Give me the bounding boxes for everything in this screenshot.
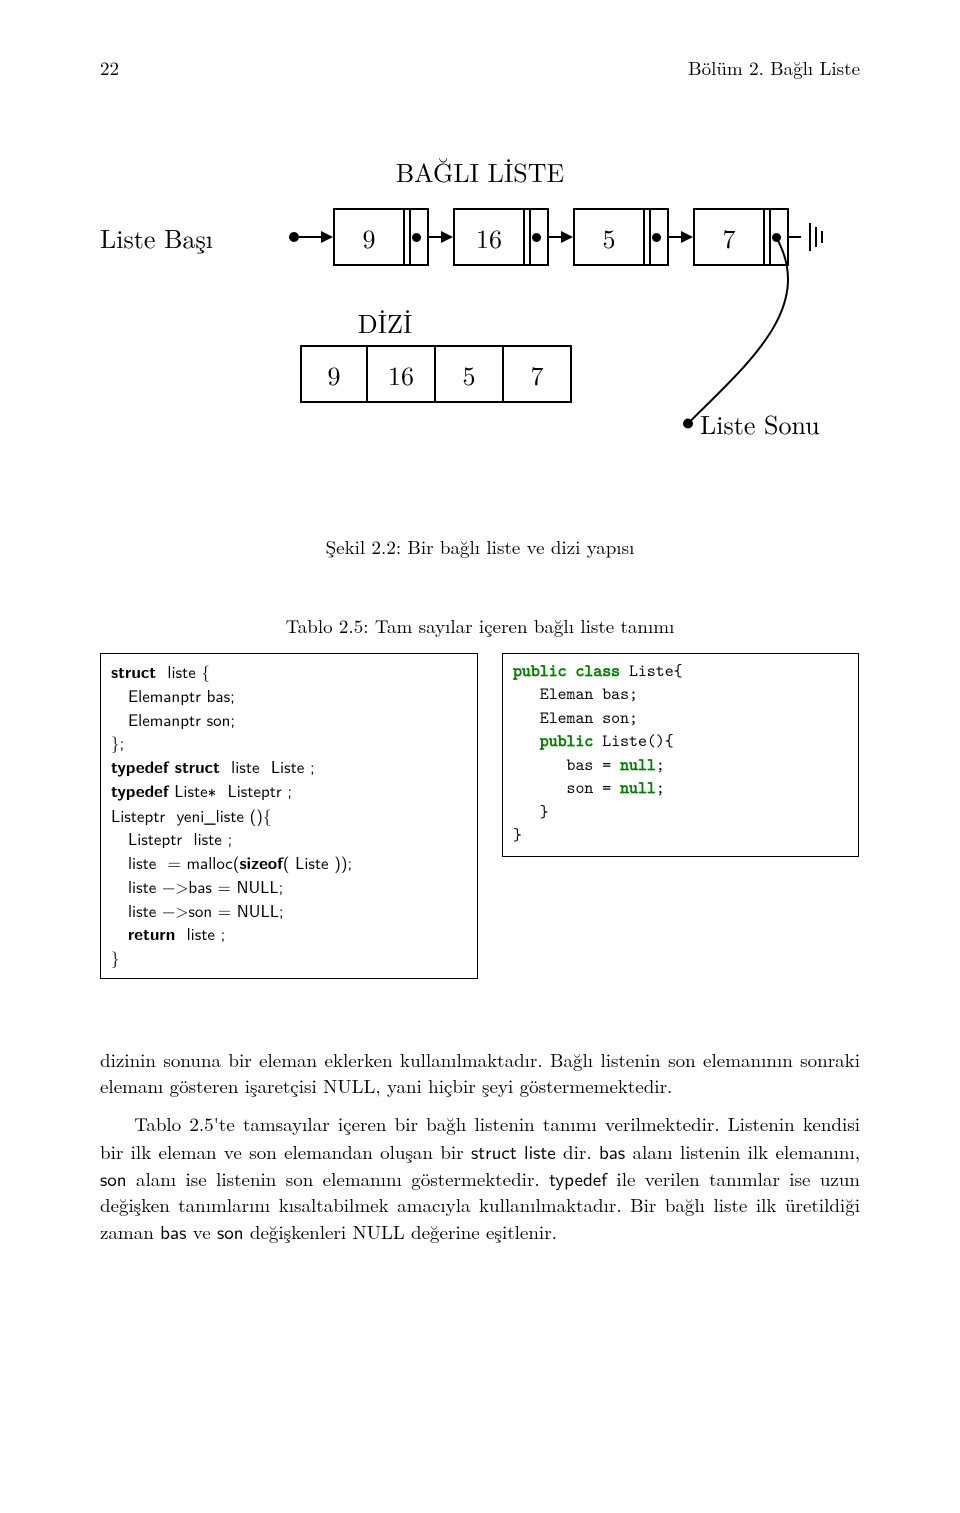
page: 22 Bölüm 2. Bağlı Liste BAĞLI LİSTE List… [0, 0, 960, 1311]
text-run: alanı listenin ilk elemanını, [625, 1138, 860, 1165]
text-run: ve [186, 1218, 217, 1245]
c-code-box: struct liste { Elemanptr bas; Elemanptr … [100, 653, 478, 979]
linked-list-row: Liste Başı 9 16 5 7 [100, 208, 860, 266]
list-node: 7 [693, 208, 789, 266]
list-node: 5 [573, 208, 669, 266]
inline-code: bas [599, 1137, 625, 1165]
list-node: 16 [453, 208, 549, 266]
arrow-icon [789, 236, 801, 238]
inline-code: bas [160, 1217, 186, 1245]
node-pointer [523, 210, 547, 264]
chapter-title: Bölüm 2. Bağlı Liste [688, 54, 860, 81]
paragraph: dizinin sonuna bir eleman eklerken kulla… [100, 1047, 860, 1099]
list-tail-label: Liste Sonu [700, 405, 820, 442]
null-ground-icon [807, 223, 823, 251]
table-caption: Tablo 2.5: Tam sayılar içeren bağlı list… [100, 612, 860, 639]
array-row: 9 16 5 7 [300, 345, 860, 403]
text-run: değişkenleri NULL değerine eşitlenir. [244, 1218, 557, 1245]
linked-list-title: BAĞLI LİSTE [100, 153, 860, 190]
array-cell: 16 [368, 345, 436, 403]
arrow-icon [299, 231, 333, 243]
arrow-icon [669, 231, 693, 243]
node-value: 5 [575, 210, 643, 264]
code-comparison: struct liste { Elemanptr bas; Elemanptr … [100, 653, 860, 979]
array-cell: 5 [436, 345, 504, 403]
tail-label-row: Liste Sonu [100, 405, 860, 445]
arrow-icon [429, 231, 453, 243]
list-head-label: Liste Başı [100, 219, 285, 256]
text-run: dir. [556, 1138, 599, 1165]
node-pointer [403, 210, 427, 264]
linked-list-figure: BAĞLI LİSTE Liste Başı 9 16 5 7 [100, 153, 860, 445]
page-number: 22 [100, 54, 119, 81]
node-value: 7 [695, 210, 763, 264]
node-pointer [763, 210, 787, 264]
inline-code: typedef [549, 1164, 607, 1192]
inline-code: son [100, 1164, 127, 1192]
inline-code: struct liste [471, 1137, 556, 1165]
text-run: dizinin sonuna bir eleman eklerken kulla… [100, 1046, 860, 1099]
array-cell: 7 [504, 345, 572, 403]
paragraph: Tablo 2.5'te tamsayılar içeren bir bağlı… [100, 1111, 860, 1245]
inline-code: son [217, 1217, 244, 1245]
body-text: dizinin sonuna bir eleman eklerken kulla… [100, 1047, 860, 1246]
head-pointer-dot [289, 232, 299, 242]
array-title: DİZİ [5, 304, 765, 341]
array-figure: DİZİ 9 16 5 7 [100, 304, 860, 403]
list-node: 9 [333, 208, 429, 266]
node-value: 9 [335, 210, 403, 264]
array-cell: 9 [300, 345, 368, 403]
arrow-icon [549, 231, 573, 243]
page-header: 22 Bölüm 2. Bağlı Liste [100, 54, 860, 81]
text-run: alanı ise listenin son elemanını gösterm… [127, 1165, 549, 1192]
figure-caption: Şekil 2.2: Bir bağlı liste ve dizi yapıs… [100, 533, 860, 560]
node-value: 16 [455, 210, 523, 264]
java-code-box: public class Liste{ Eleman bas; Eleman s… [502, 653, 859, 857]
node-pointer [643, 210, 667, 264]
